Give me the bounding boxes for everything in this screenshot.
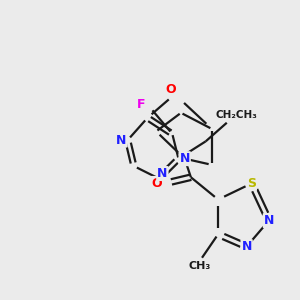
Text: O: O [166,83,176,96]
Text: F: F [137,98,146,111]
Text: O: O [151,177,161,190]
Text: N: N [264,214,274,227]
Text: N: N [242,240,252,253]
Text: N: N [116,134,127,147]
Text: N: N [179,152,190,165]
Text: S: S [247,177,256,190]
Text: CH₂CH₃: CH₂CH₃ [216,110,258,120]
Text: CH₃: CH₃ [188,261,211,272]
Text: N: N [157,167,168,180]
